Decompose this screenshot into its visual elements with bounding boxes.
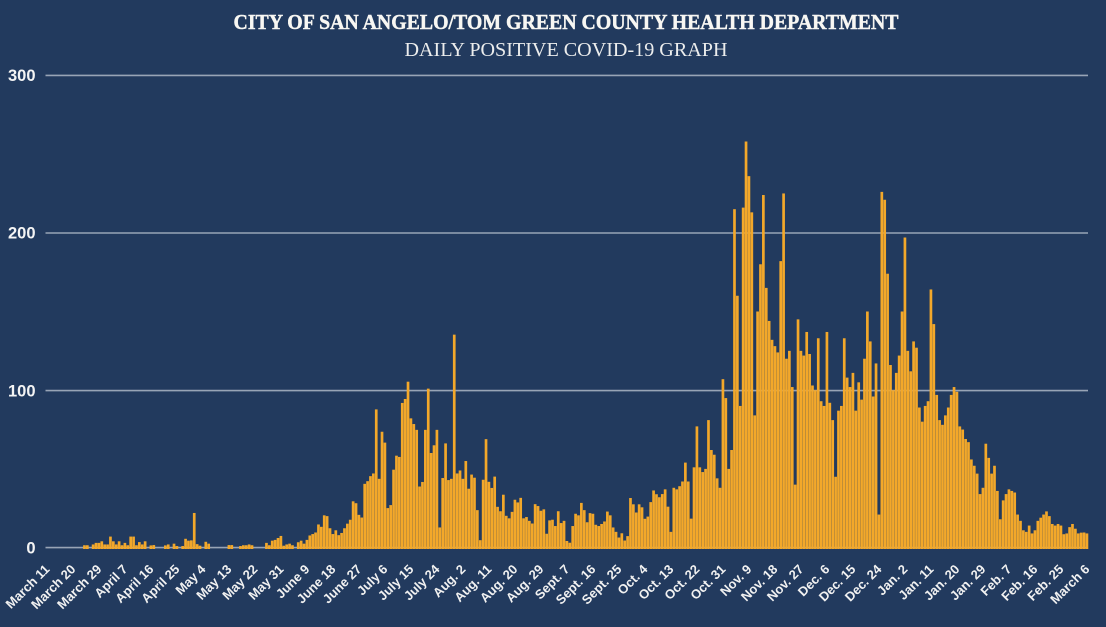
svg-text:300: 300 [8,67,36,85]
svg-text:CITY OF SAN ANGELO/TOM GREEN C: CITY OF SAN ANGELO/TOM GREEN COUNTY HEAL… [234,10,900,34]
svg-text:DAILY POSITIVE COVID-19 GRAPH: DAILY POSITIVE COVID-19 GRAPH [405,39,728,61]
svg-text:200: 200 [8,225,36,243]
svg-text:100: 100 [8,382,36,400]
svg-text:0: 0 [26,539,35,557]
